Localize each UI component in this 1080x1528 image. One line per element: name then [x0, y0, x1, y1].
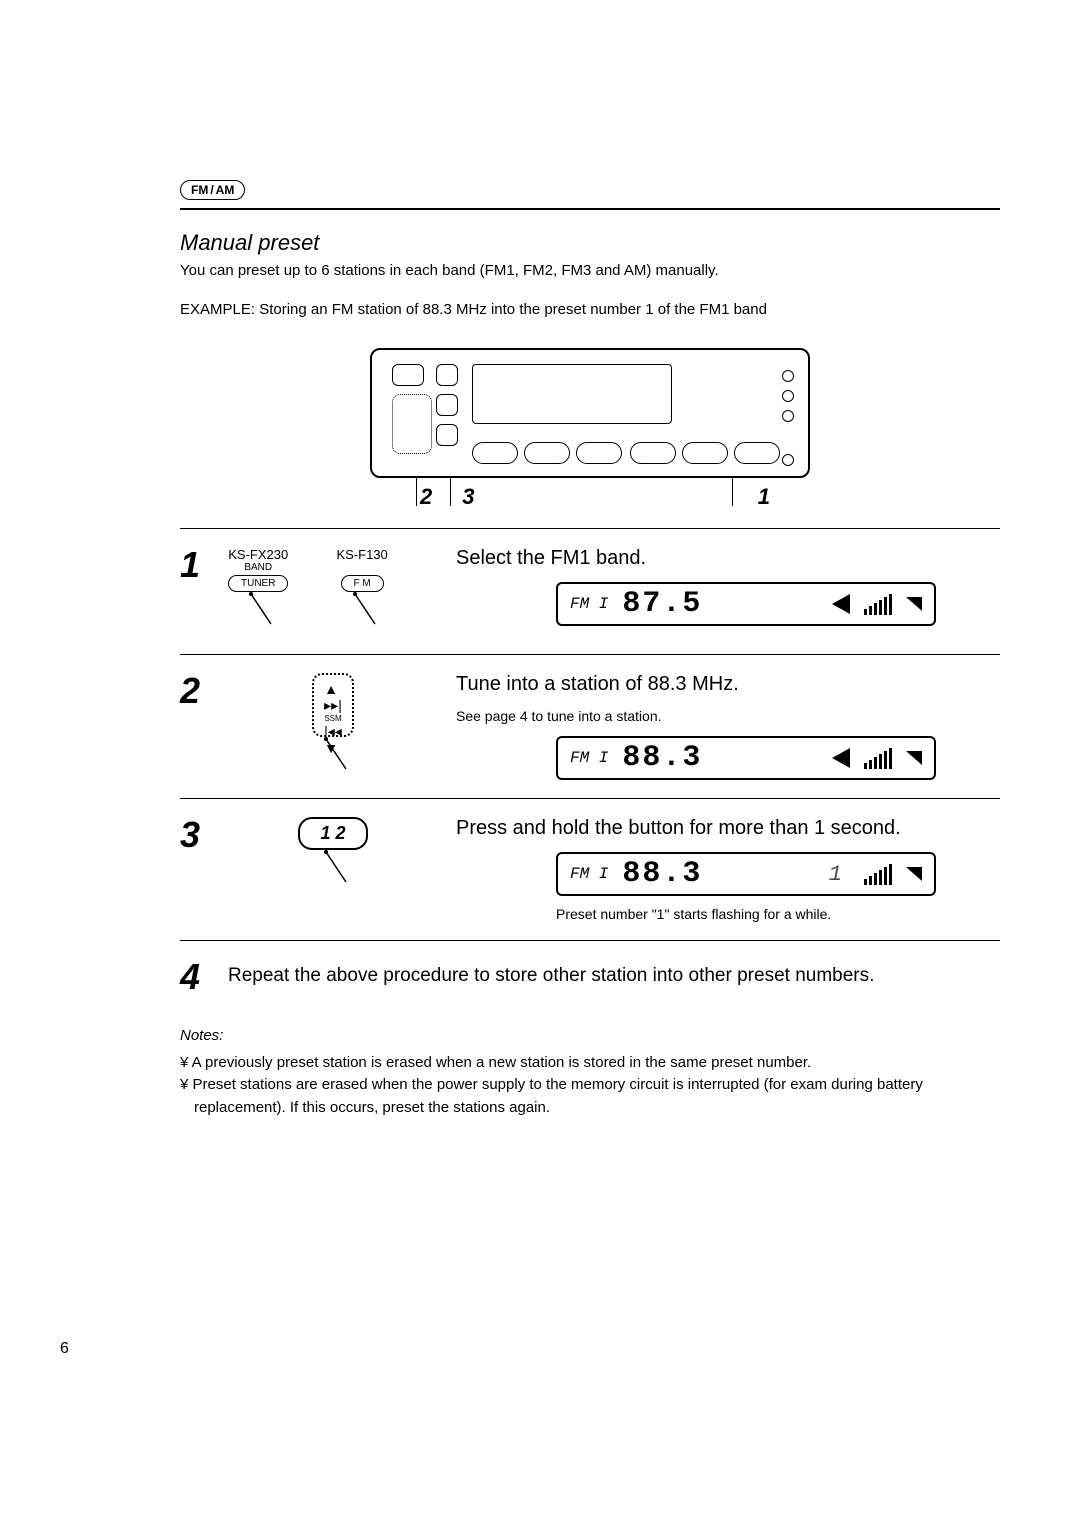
signal-icon	[832, 594, 850, 614]
lcd-band: FM I	[570, 865, 608, 883]
step-3-lcd: FM I 88.3 1	[556, 852, 936, 896]
step-1-head: Select the FM1 band.	[456, 547, 1000, 570]
pointer-icon	[316, 850, 350, 890]
page-number: 6	[60, 1340, 69, 1358]
step-divider-top	[180, 528, 1000, 529]
up-arrow-icon: ▲▸▸|	[324, 681, 342, 714]
diagram-label-1: 1	[758, 484, 770, 510]
header-rule	[180, 208, 1000, 210]
model-a: KS-FX230	[228, 547, 288, 562]
step-3-head: Press and hold the button for more than …	[456, 817, 1000, 840]
lcd-band: FM I	[570, 749, 608, 767]
intro-text: You can preset up to 6 stations in each …	[180, 262, 1000, 279]
step-1-controls: KS-FX230 BAND TUNER KS-F130 F M	[228, 547, 438, 636]
preset-button-1-2[interactable]: 1 2	[298, 817, 367, 850]
corner-icon	[906, 751, 922, 765]
step-divider	[180, 940, 1000, 941]
step-3: 3 1 2 Press and hold the button for more…	[180, 817, 1000, 922]
step-1-number: 1	[180, 547, 210, 583]
step-3-caption: Preset number "1" starts flashing for a …	[556, 906, 1000, 922]
lcd-freq: 88.3	[622, 741, 818, 775]
spacer	[361, 562, 364, 573]
band-label: BAND	[244, 562, 272, 573]
notes-section: Notes: ¥ A previously preset station is …	[180, 1025, 1000, 1119]
pointer-icon	[241, 592, 275, 632]
step-4-body: Repeat the above procedure to store othe…	[228, 959, 874, 990]
step-3-controls: 1 2	[228, 817, 438, 890]
step-divider	[180, 654, 1000, 655]
step-divider	[180, 798, 1000, 799]
corner-icon	[906, 597, 922, 611]
lcd-freq: 88.3	[622, 857, 814, 891]
corner-icon	[906, 867, 922, 881]
fm-am-badge: FM / AM	[180, 180, 245, 200]
diagram-label-3: 3	[462, 484, 474, 510]
header-badge-row: FM / AM	[180, 180, 1000, 200]
signal-icon	[832, 748, 850, 768]
diagram-labels: 2 3 1	[370, 484, 810, 510]
step-1: 1 KS-FX230 BAND TUNER KS-F130 F M Select…	[180, 547, 1000, 636]
step-2-head: Tune into a station of 88.3 MHz.	[456, 673, 1000, 696]
note-item: ¥ A previously preset station is erased …	[180, 1052, 1000, 1075]
step-1-lcd: FM I 87.5	[556, 582, 936, 626]
lcd-preset-number: 1	[829, 862, 842, 887]
tune-rocker[interactable]: ▲▸▸| SSM |◂◂▼	[312, 673, 354, 737]
step-2: 2 ▲▸▸| SSM |◂◂▼ Tune into a station of 8…	[180, 673, 1000, 780]
device-diagram: 2 3 1	[180, 348, 1000, 510]
step-4: 4 Repeat the above procedure to store ot…	[180, 959, 1000, 995]
pointer-icon	[316, 737, 350, 777]
lcd-band: FM I	[570, 595, 608, 613]
badge-fm: FM	[191, 183, 208, 197]
signal-bars	[864, 863, 892, 885]
ssm-label: SSM	[324, 714, 341, 723]
diagram-label-2: 2	[420, 484, 432, 510]
step-2-number: 2	[180, 673, 210, 709]
step-2-body: Tune into a station of 88.3 MHz. See pag…	[456, 673, 1000, 780]
step-4-number: 4	[180, 959, 210, 995]
notes-list: ¥ A previously preset station is erased …	[180, 1052, 1000, 1120]
note-item: ¥ Preset stations are erased when the po…	[180, 1074, 1000, 1119]
example-text: EXAMPLE: Storing an FM station of 88.3 M…	[180, 301, 1000, 318]
step-2-sub: See page 4 to tune into a station.	[456, 708, 1000, 724]
badge-slash: /	[210, 183, 213, 197]
badge-am: AM	[216, 183, 235, 197]
step-1-body: Select the FM1 band. FM I 87.5	[456, 547, 1000, 626]
step-2-lcd: FM I 88.3	[556, 736, 936, 780]
fm-button[interactable]: F M	[341, 575, 384, 592]
step-2-controls: ▲▸▸| SSM |◂◂▼	[228, 673, 438, 777]
section-title: Manual preset	[180, 230, 1000, 256]
tuner-button[interactable]: TUNER	[228, 575, 288, 592]
step-3-body: Press and hold the button for more than …	[456, 817, 1000, 922]
model-b: KS-F130	[336, 547, 387, 562]
pointer-icon	[345, 592, 379, 632]
step-3-number: 3	[180, 817, 210, 853]
signal-bars	[864, 747, 892, 769]
lcd-freq: 87.5	[622, 587, 818, 621]
signal-bars	[864, 593, 892, 615]
notes-title: Notes:	[180, 1025, 1000, 1048]
device-outline	[370, 348, 810, 478]
